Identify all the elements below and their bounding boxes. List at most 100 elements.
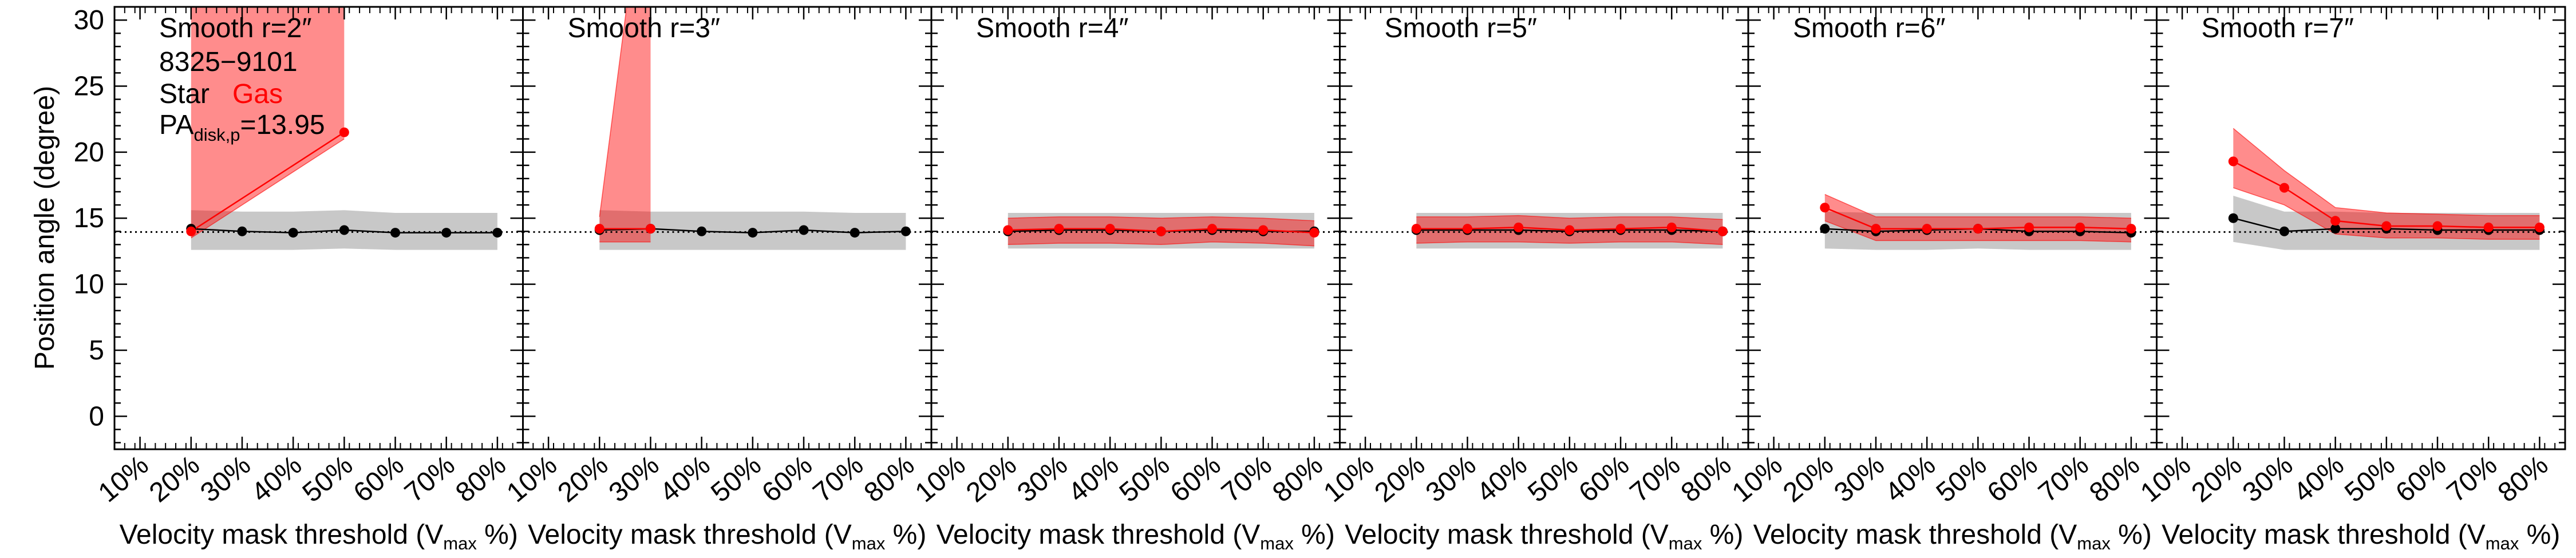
gas-point (1820, 203, 1830, 213)
x-tick-label: 50% (705, 450, 767, 508)
x-tick-label: 80% (2492, 450, 2554, 508)
plot-area (2156, 128, 2565, 250)
x-tick-label: 70% (2033, 450, 2095, 508)
gas-band-lower-edge (2233, 187, 2540, 240)
gas-point (1105, 224, 1115, 234)
pa-disk-value: PAdisk,p=13.95 (159, 110, 325, 145)
x-tick-label: 80% (1676, 450, 1737, 508)
gas-point (645, 224, 655, 234)
panel-title: Smooth r=4″ (976, 13, 1128, 43)
gas-point (2228, 156, 2238, 167)
star-point (339, 225, 349, 235)
gas-point (2126, 224, 2136, 234)
gas-point (594, 224, 605, 234)
gas-point (1922, 224, 1932, 234)
y-tick-label: 0 (89, 401, 104, 432)
gas-band-lower-edge (1416, 241, 1723, 246)
star-point (288, 228, 298, 238)
x-tick-label: 50% (297, 450, 359, 508)
gas-point (186, 226, 196, 236)
gas-point (1054, 224, 1064, 234)
x-tick-label: 30% (2237, 450, 2299, 508)
gas-uncertainty-band (599, 7, 651, 242)
x-tick-label: 50% (2339, 450, 2401, 508)
panel-1: 0 5 10 15 20 25 30 10%20%30%40%50%60%70%80% Smoo… (74, 5, 524, 553)
gas-band-upper-edge (1824, 194, 2131, 219)
legend-star: Star (159, 79, 210, 109)
gas-band-upper-edge (2233, 128, 2540, 216)
star-point (492, 228, 503, 238)
gas-point (2075, 222, 2085, 232)
x-tick-label: 60% (1165, 450, 1227, 508)
gas-point (2024, 222, 2034, 232)
gas-point (1666, 222, 1677, 232)
x-tick-label: 80% (859, 450, 920, 508)
y-tick-label: 30 (74, 5, 104, 35)
gas-point (1411, 224, 1421, 234)
panel-title: Smooth r=6″ (1793, 13, 1945, 43)
gas-band-lower-edge (1824, 220, 2131, 243)
star-point (2330, 224, 2341, 234)
plot-area (114, 7, 523, 250)
y-tick-label: 20 (74, 137, 104, 168)
x-axis-label: Velocity mask threshold (Vmax %) (1345, 520, 1743, 553)
x-tick-label: 20% (552, 450, 614, 508)
star-point (697, 226, 707, 236)
plot-area (523, 7, 931, 250)
gas-point (1309, 228, 1319, 238)
x-tick-label: 20% (144, 450, 206, 508)
x-tick-label: 60% (1573, 450, 1635, 508)
gas-band-upper-edge (1008, 216, 1314, 221)
plot-area (1340, 213, 1748, 249)
star-point (2228, 213, 2238, 223)
x-tick-label: 30% (603, 450, 665, 508)
x-tick-label: 80% (1267, 450, 1329, 508)
x-tick-label: 70% (1216, 450, 1278, 508)
x-tick-label: 10% (93, 450, 155, 508)
gas-point (1003, 225, 1013, 235)
gas-point (2279, 183, 2289, 193)
gas-point (1615, 224, 1626, 234)
legend-gas: Gas (232, 79, 283, 109)
star-point (900, 226, 911, 236)
x-tick-label: 20% (2186, 450, 2248, 508)
panel-title: Smooth r=7″ (2202, 13, 2354, 43)
gas-band-upper-edge (599, 7, 627, 217)
gas-point (1871, 224, 1881, 234)
x-tick-label: 40% (1880, 450, 1942, 508)
x-tick-label: 70% (399, 450, 461, 508)
gas-point (2534, 222, 2545, 232)
x-tick-label: 70% (1625, 450, 1686, 508)
gas-point (1462, 224, 1472, 234)
x-tick-label: 40% (246, 450, 308, 508)
x-axis-label: Velocity mask threshold (Vmax %) (2162, 520, 2560, 553)
panel-3: 10%20%30%40%50%60%70%80% Smooth r=4″ Veloc… (910, 6, 1341, 553)
gas-band-lower-edge (1008, 241, 1314, 247)
x-tick-label: 50% (1114, 450, 1176, 508)
y-tick-label: 5 (89, 335, 104, 366)
x-tick-label: 10% (910, 450, 971, 508)
gas-point (1514, 222, 1524, 232)
x-axis-label: Velocity mask threshold (Vmax %) (120, 520, 518, 553)
plot-area (931, 213, 1340, 249)
panel-title: Smooth r=2″ (159, 13, 311, 43)
gas-uncertainty-band (191, 7, 345, 238)
x-tick-label: 70% (808, 450, 870, 508)
x-tick-label: 60% (348, 450, 410, 508)
x-tick-label: 20% (1777, 450, 1839, 508)
star-point (850, 228, 860, 238)
star-point (237, 226, 247, 236)
panel-title: Smooth r=3″ (568, 13, 720, 43)
gas-point (1717, 226, 1728, 236)
x-axis-label: Velocity mask threshold (Vmax %) (937, 520, 1335, 553)
x-tick-label: 20% (961, 450, 1022, 508)
star-point (2279, 226, 2289, 236)
panel-5: 10%20%30%40%50%60%70%80% Smooth r=6″ Veloc… (1726, 6, 2158, 553)
gas-point (339, 127, 349, 137)
x-tick-label: 40% (654, 450, 716, 508)
x-tick-label: 80% (450, 450, 512, 508)
star-point (441, 228, 452, 238)
x-axis-label: Velocity mask threshold (Vmax %) (1753, 520, 2152, 553)
